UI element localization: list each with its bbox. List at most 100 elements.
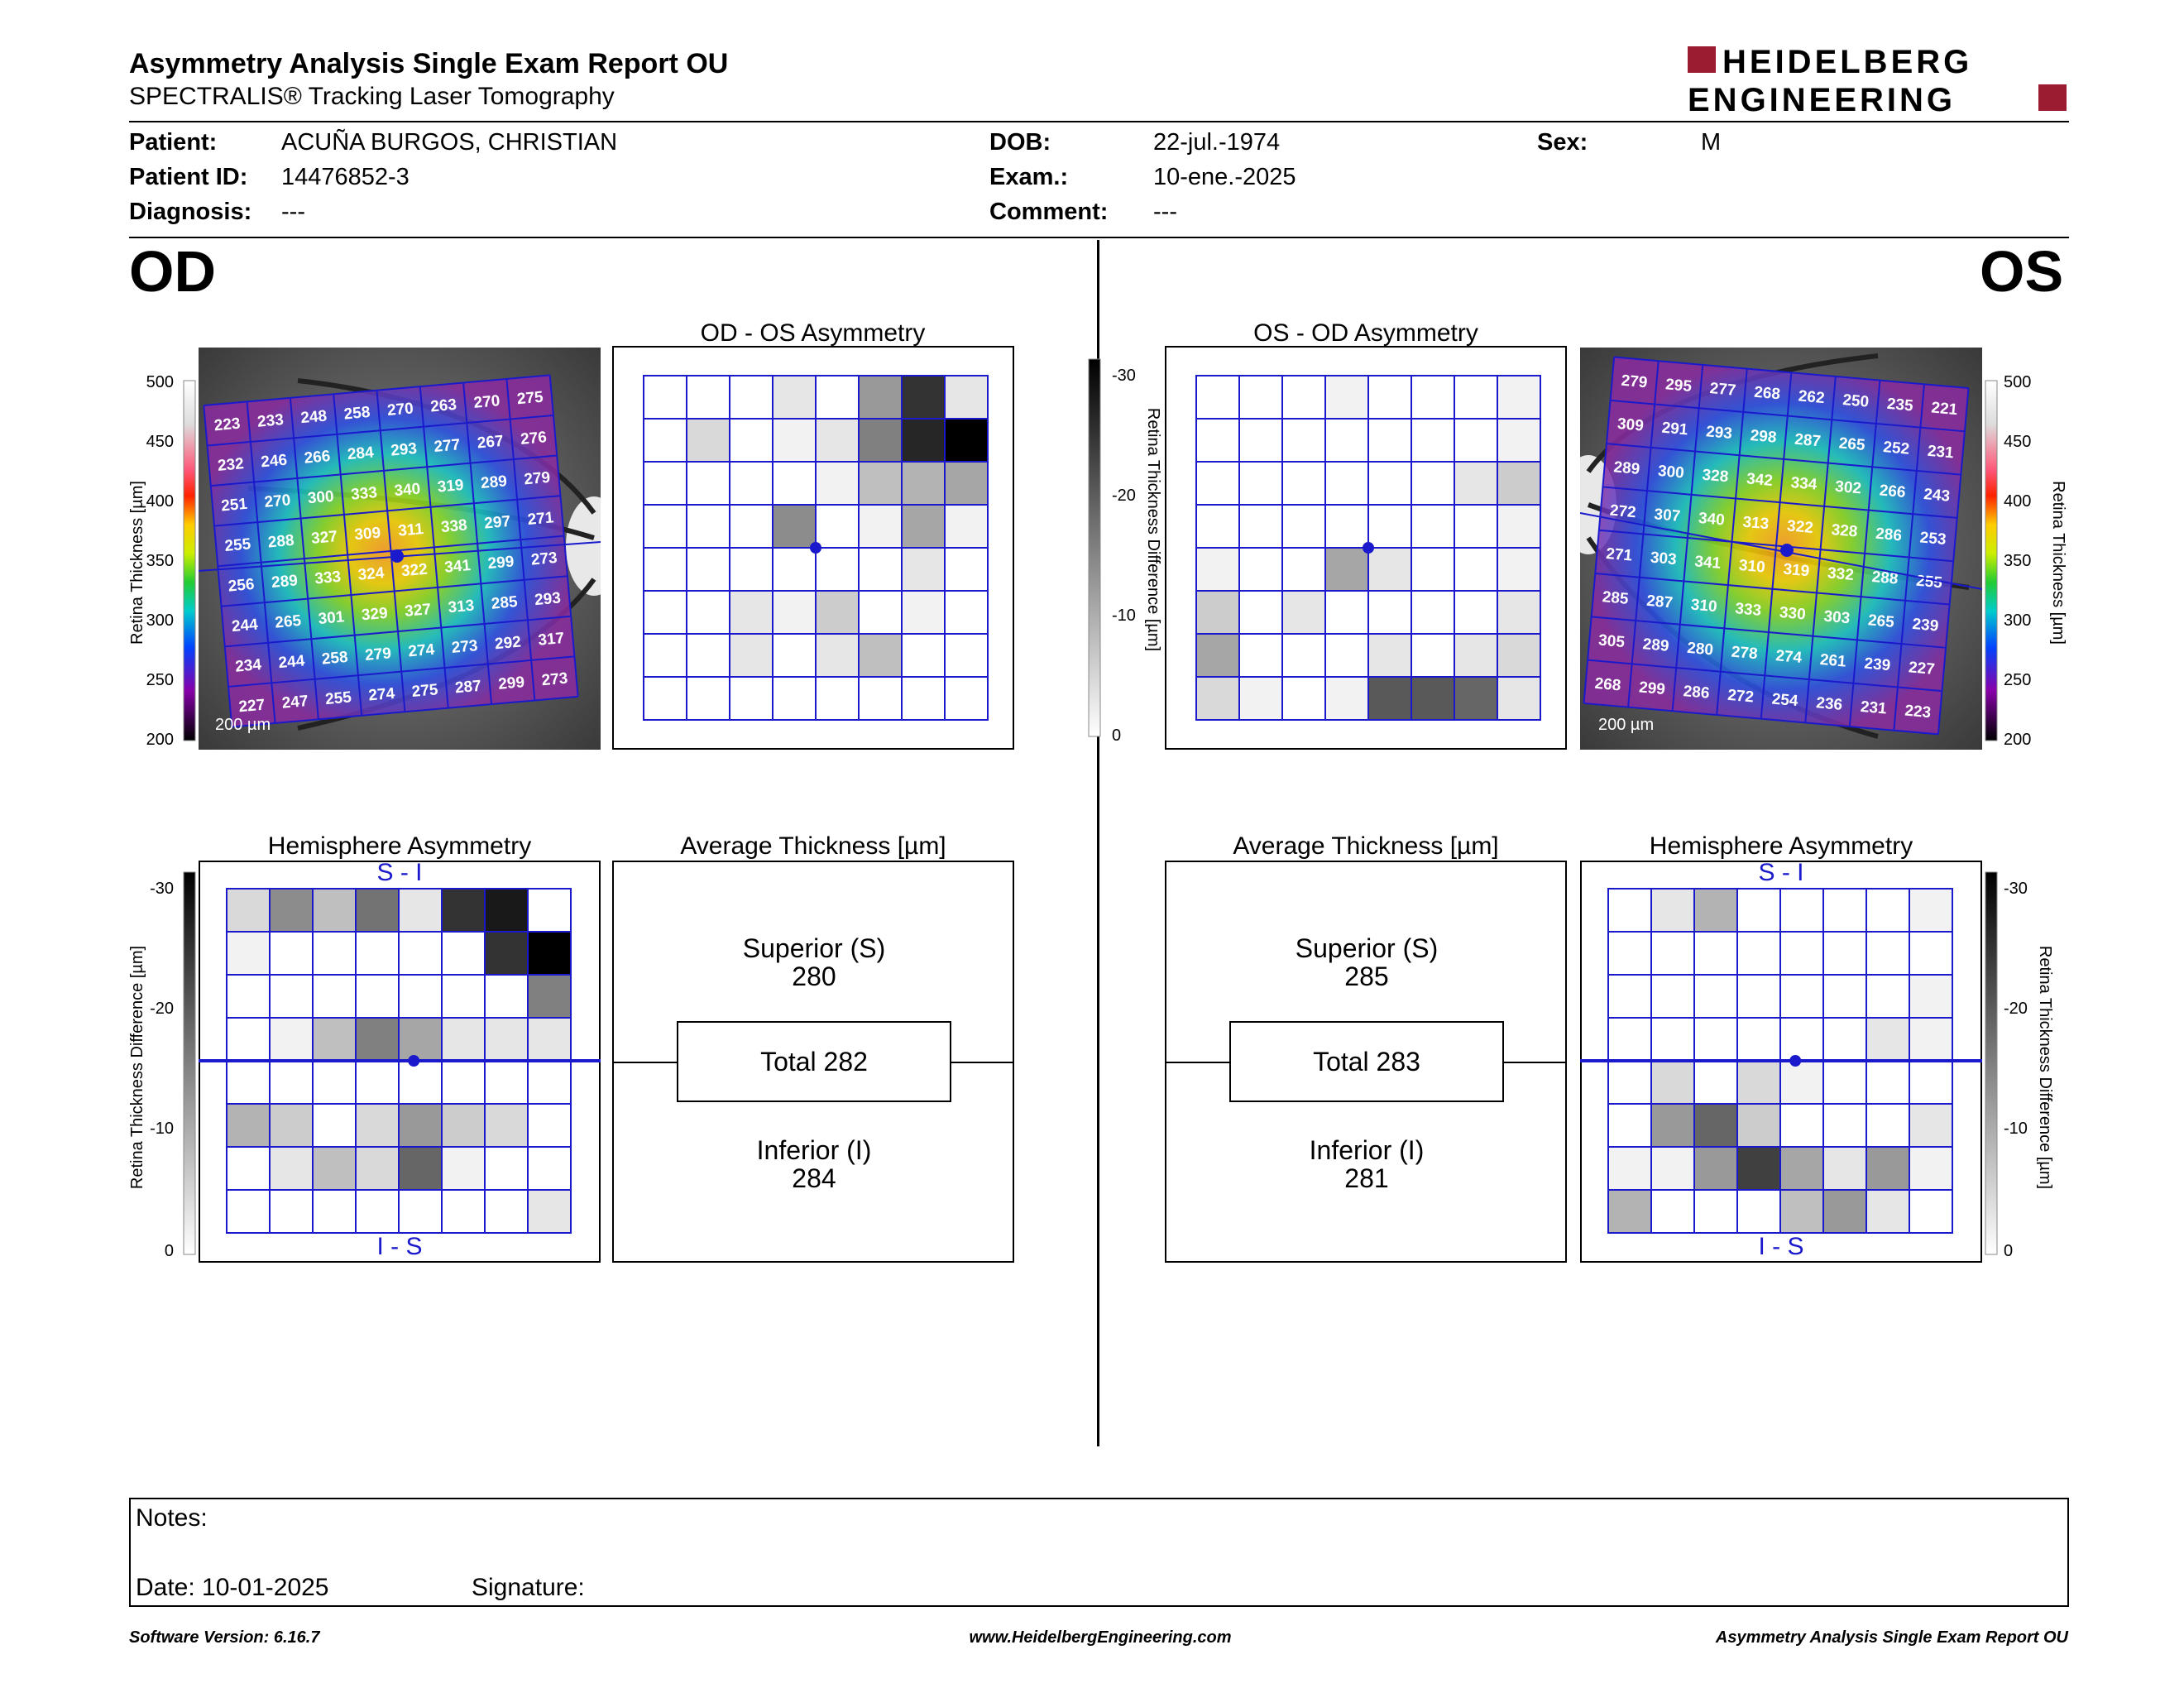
signature-label: Signature:: [472, 1574, 585, 1601]
os-map-value: 303: [1650, 549, 1677, 569]
os-asym-cell: [1410, 461, 1455, 506]
os-hemi-cell: [1693, 1060, 1738, 1105]
os-hemi-cell: [1736, 1189, 1781, 1234]
od-hemi-cell: [269, 1060, 314, 1105]
os-asym-cell: [1238, 590, 1283, 635]
diff-axis-label: Retina Thickness Difference [µm]: [1144, 408, 1162, 651]
os-asym-cell: [1281, 504, 1326, 549]
os-asym-cell: [1238, 633, 1283, 678]
od-asym-title: OD - OS Asymmetry: [700, 319, 926, 347]
os-asym-cell: [1324, 676, 1369, 721]
os-hemi-cell: [1779, 1103, 1824, 1148]
od-asym-cell: [772, 590, 817, 635]
os-map-value: 328: [1831, 521, 1858, 541]
os-map-value: 268: [1594, 675, 1621, 695]
header-divider: [129, 121, 2069, 122]
od-hemi-bottom-label: I - S: [376, 1233, 423, 1260]
os-asym-cell: [1497, 676, 1541, 721]
os-map-grid: [1583, 356, 1970, 736]
os-hemi-cell: [1866, 888, 1910, 933]
od-asym-cell: [686, 504, 730, 549]
os-map-value: 334: [1790, 474, 1818, 494]
od-map-value: 271: [527, 509, 555, 529]
od-asym-cell: [729, 676, 774, 721]
os-hemi-cell: [1693, 1189, 1738, 1234]
os-hemi-cell: [1909, 888, 1953, 933]
od-asym-cell: [815, 676, 860, 721]
os-asym-cell: [1454, 418, 1498, 463]
od-asym-cell: [815, 633, 860, 678]
os-asym-cell: [1410, 547, 1455, 592]
od-map-value: 255: [324, 688, 352, 708]
os-hemi-cell: [1866, 1146, 1910, 1191]
os-asym-cell: [1410, 590, 1455, 635]
os-map-value: 295: [1664, 376, 1693, 396]
od-map-value: 266: [304, 448, 331, 468]
os-map-value: 255: [1915, 573, 1943, 592]
os-asym-cell: [1497, 633, 1541, 678]
os-hemi-cell: [1909, 974, 1953, 1019]
od-thickness-map: 223 233 248 258 270 263 270 275 232 246 266 284 293 2…: [199, 348, 601, 750]
os-tick-450: 450: [2004, 433, 2031, 451]
os-map-value: 322: [1786, 517, 1813, 537]
od-asym-cell: [643, 504, 687, 549]
od-asym-cell: [729, 375, 774, 420]
od-hemi-cell: [226, 1189, 271, 1234]
os-asym-cell: [1367, 633, 1412, 678]
os-hemi-cell: [1736, 1146, 1781, 1191]
od-hemi-cell: [441, 1103, 486, 1148]
os-superior-value: 285: [1344, 961, 1389, 991]
od-map-value: 265: [275, 612, 303, 632]
os-map-value: 340: [1698, 510, 1725, 530]
os-asym-panel: [1165, 346, 1567, 750]
od-asym-cell: [815, 547, 860, 592]
od-map-value: 288: [267, 532, 295, 552]
comment-label: Comment:: [989, 199, 1109, 225]
os-hemi-cell: [1650, 1146, 1695, 1191]
od-map-value: 251: [220, 496, 248, 516]
os-map-value: 307: [1654, 506, 1681, 525]
os-map-value: 265: [1838, 434, 1866, 454]
od-hemi-cell: [312, 931, 357, 976]
od-asym-cell: [944, 418, 989, 463]
od-tick-500: 500: [146, 373, 174, 391]
os-map-value: 328: [1702, 467, 1729, 487]
os-tick-400: 400: [2004, 492, 2031, 511]
os-asym-cell: [1454, 461, 1498, 506]
od-asym-cell: [643, 418, 687, 463]
os-asym-cell: [1324, 547, 1369, 592]
od-hemi-tick-n10: -10: [150, 1120, 174, 1138]
os-hemi-cell: [1779, 931, 1824, 976]
od-hemi-cell: [527, 1146, 572, 1191]
od-hemi-cell: [355, 1103, 400, 1148]
os-asym-cell: [1238, 418, 1283, 463]
os-tick-300: 300: [2004, 611, 2031, 630]
footer-website[interactable]: www.HeidelbergEngineering.com: [969, 1628, 1232, 1647]
od-tick-250: 250: [146, 671, 174, 689]
os-map-value: 271: [1605, 545, 1633, 565]
os-asym-center-marker: [1363, 542, 1374, 554]
notes-box[interactable]: [129, 1498, 2069, 1607]
od-map-value: 329: [361, 605, 388, 625]
os-hemi-title: Hemisphere Asymmetry: [1649, 832, 1913, 860]
od-asym-cell: [686, 633, 730, 678]
od-map-value: 338: [440, 516, 467, 536]
od-map-value: 227: [238, 697, 266, 717]
od-hemi-cell: [312, 1146, 357, 1191]
od-hemi-cell: [527, 1189, 572, 1234]
od-hemi-cell: [398, 1189, 443, 1234]
os-label: OS: [1980, 239, 2064, 304]
os-hemi-tick-n20: -20: [2004, 1000, 2028, 1018]
od-map-value: 322: [400, 561, 428, 581]
od-asym-cell: [901, 418, 946, 463]
date-label: Date: 10-01-2025: [136, 1574, 329, 1601]
od-map-value: 327: [404, 601, 431, 621]
od-asym-cell: [643, 461, 687, 506]
os-hemi-cell: [1822, 1060, 1867, 1105]
os-hemi-cell: [1650, 1103, 1695, 1148]
os-hemi-cell: [1650, 1189, 1695, 1234]
sex-value: M: [1701, 129, 1722, 156]
od-map-value: 287: [454, 678, 481, 698]
od-map-value: 273: [541, 670, 568, 690]
os-tick-250: 250: [2004, 671, 2031, 689]
